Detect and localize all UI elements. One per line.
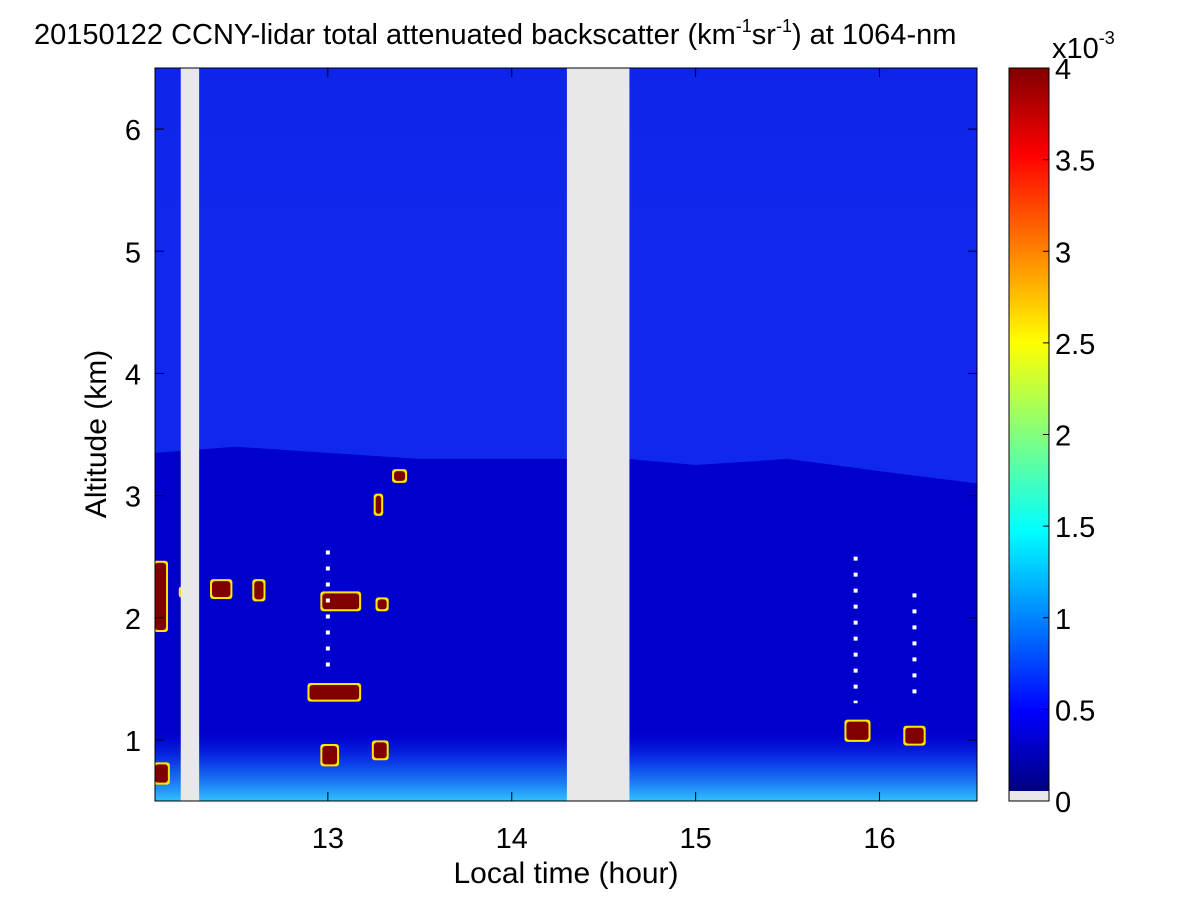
title-prefix: 20150122 CCNY-lidar total attenuated bac… — [34, 19, 736, 51]
cloud-feature-8 — [394, 471, 406, 481]
x-axis: 13 14 15 16 — [312, 68, 896, 855]
colorbar-tick-label: 3 — [1055, 237, 1071, 269]
cloud-feature-7 — [377, 599, 387, 610]
y-tick-label: 6 — [125, 115, 141, 147]
chart-title: 20150122 CCNY-lidar total attenuated bac… — [34, 16, 956, 51]
cloud-feature-11 — [373, 742, 387, 759]
y-tick-label: 4 — [125, 359, 141, 391]
y-tick-label: 1 — [125, 726, 141, 758]
x-tick-label: 14 — [496, 823, 528, 855]
cloud-feature-10 — [322, 746, 338, 765]
colorbar-tick-label: 1.5 — [1055, 512, 1095, 544]
cloud-feature-9 — [375, 495, 382, 514]
plot-frame — [154, 67, 978, 802]
colorbar: 0 0.5 1 1.5 2 2.5 3 3.5 4 x10-3 — [1008, 28, 1115, 819]
missing-data-gap-1 — [566, 68, 630, 801]
surface-aerosol-layer — [155, 733, 977, 801]
x-tick-label: 16 — [863, 823, 895, 855]
colorbar-tick-label: 0 — [1055, 787, 1071, 819]
colorbar-tick-label: 4 — [1055, 54, 1071, 86]
y-tick-label: 2 — [125, 604, 141, 636]
colorbar-tick-label: 3.5 — [1055, 146, 1095, 178]
title-sup-2: -1 — [776, 16, 792, 36]
cloud-feature-1 — [155, 764, 168, 783]
colorbar-gradient — [1009, 68, 1049, 791]
cloud-feature-6 — [309, 684, 360, 700]
cloud-feature-4 — [254, 581, 264, 600]
title-suffix: ) at 1064-nm — [792, 19, 956, 51]
y-axis: 1 2 3 4 5 6 — [125, 115, 977, 758]
colorbar-exponent-power: -3 — [1099, 28, 1115, 48]
cloud-feature-12 — [846, 721, 869, 740]
colorbar-exponent: x10-3 — [1052, 28, 1115, 65]
y-tick-label: 3 — [125, 482, 141, 514]
colorbar-tick-label: 0.5 — [1055, 695, 1095, 727]
x-tick-label: 13 — [312, 823, 344, 855]
x-axis-label: Local time (hour) — [453, 857, 678, 890]
title-mid: sr — [752, 19, 777, 51]
missing-data-gap-0 — [180, 68, 200, 801]
cloud-feature-0 — [155, 562, 167, 630]
colorbar-tick-label: 2 — [1055, 421, 1071, 453]
upper-atmosphere-gradient — [155, 68, 977, 468]
cloud-feature-2 — [212, 581, 231, 597]
colorbar-missing-swatch — [1009, 791, 1049, 801]
colorbar-exponent-base: x10 — [1052, 33, 1099, 65]
colorbar-tick-label: 1 — [1055, 604, 1071, 636]
title-sup-1: -1 — [736, 16, 752, 36]
colorbar-tick-label: 2.5 — [1055, 329, 1095, 361]
y-axis-label: Altitude (km) — [80, 350, 113, 518]
boundary-layer-region — [155, 446, 977, 801]
x-tick-label: 15 — [680, 823, 712, 855]
y-tick-label: 5 — [125, 237, 141, 269]
cloud-feature-5 — [322, 593, 360, 610]
plot-area — [155, 68, 977, 801]
cloud-feature-13 — [905, 727, 924, 744]
